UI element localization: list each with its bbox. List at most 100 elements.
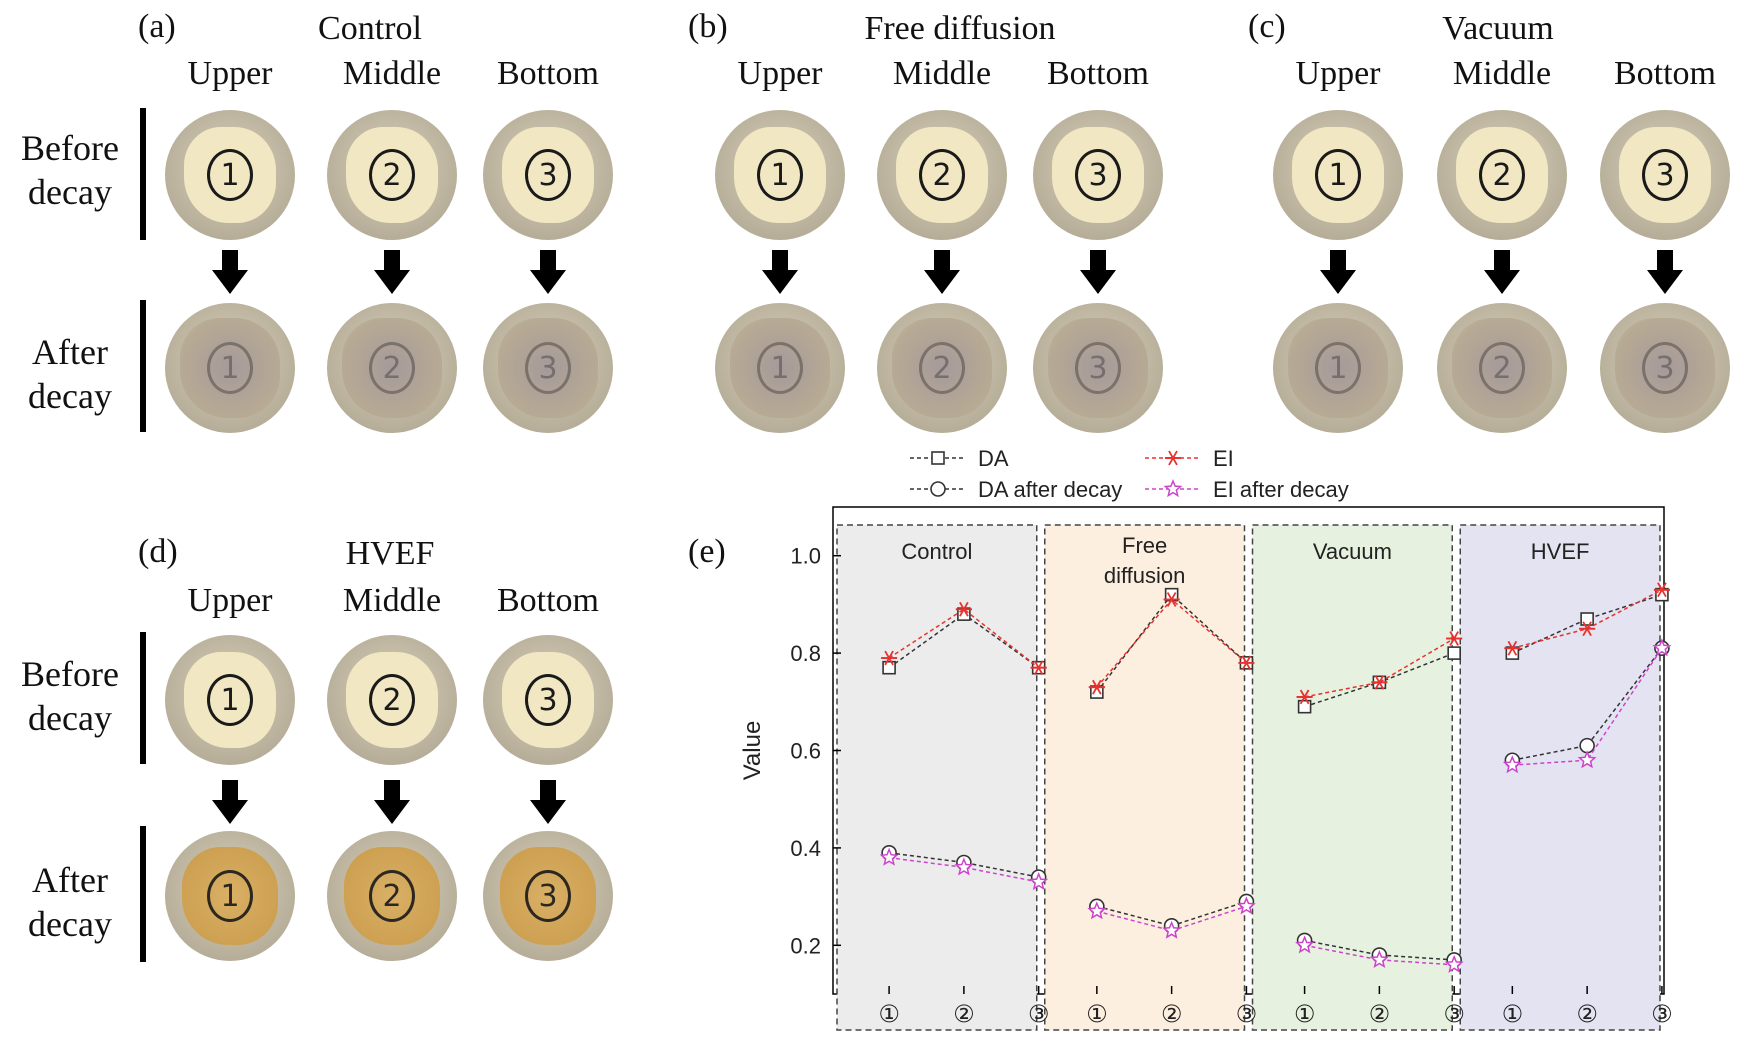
row-divider-bar bbox=[140, 826, 146, 962]
data-point-ei bbox=[1653, 582, 1670, 598]
specimen-number: 1 bbox=[757, 149, 803, 201]
specimen-number: 1 bbox=[1315, 149, 1361, 201]
sample-photo-before: 1 bbox=[1273, 110, 1403, 240]
data-point-ei-after-decay bbox=[1652, 638, 1672, 657]
x-tick-label: ② bbox=[953, 1001, 975, 1028]
legend-label: DA bbox=[978, 446, 1009, 471]
data-point-ei-after-decay bbox=[954, 857, 974, 876]
group-label: HVEF bbox=[1531, 539, 1590, 564]
y-tick-label: 0.4 bbox=[790, 836, 821, 861]
specimen-number: 1 bbox=[207, 674, 253, 726]
x-tick-label: ① bbox=[1086, 1001, 1108, 1028]
data-point-ei-after-decay bbox=[879, 847, 899, 866]
series-line-da-after-decay bbox=[888, 852, 1039, 878]
series-line-ei-after-decay bbox=[888, 856, 1039, 883]
panel-a-col-bottom: Bottom bbox=[496, 55, 600, 92]
panel-d-col-upper: Upper bbox=[187, 582, 273, 619]
y-tick-label: 0.2 bbox=[790, 933, 821, 958]
down-arrow-icon bbox=[762, 250, 798, 294]
series-line-ei-after-decay bbox=[1304, 944, 1455, 966]
data-point-ei bbox=[1296, 689, 1313, 705]
group-label: diffusion bbox=[1104, 563, 1186, 588]
y-tick-label: 1.0 bbox=[790, 544, 821, 569]
series-line-ei bbox=[888, 608, 1040, 669]
sample-photo-before: 2 bbox=[327, 635, 457, 765]
specimen-number: 2 bbox=[1479, 149, 1525, 201]
specimen-number: 3 bbox=[525, 674, 571, 726]
specimen-number: 3 bbox=[1642, 149, 1688, 201]
data-point-ei bbox=[1163, 592, 1180, 607]
x-tick-label: ② bbox=[1161, 1001, 1183, 1028]
data-point-ei bbox=[1371, 674, 1388, 690]
group-label: Vacuum bbox=[1313, 539, 1392, 564]
data-point-ei bbox=[881, 650, 898, 666]
sample-photo-before: 1 bbox=[715, 110, 845, 240]
specimen-number: 2 bbox=[919, 149, 965, 201]
sample-photo-after: 2 bbox=[877, 303, 1007, 433]
series-line-da-after-decay bbox=[1304, 939, 1455, 961]
legend-marker bbox=[1165, 450, 1181, 466]
data-point-ei-after-decay bbox=[1295, 935, 1315, 954]
row-divider-bar bbox=[140, 108, 146, 240]
legend-label: EI bbox=[1213, 446, 1234, 471]
x-tick-label: ② bbox=[1369, 1001, 1391, 1028]
sample-photo-after: 2 bbox=[1437, 303, 1567, 433]
data-point-ei bbox=[1238, 655, 1255, 671]
sample-photo-before: 3 bbox=[483, 110, 613, 240]
group-label: Control bbox=[901, 539, 972, 564]
specimen-number: 2 bbox=[369, 674, 415, 726]
series-line-ei bbox=[1304, 637, 1455, 698]
panel-a-row-after-label: After decay bbox=[28, 332, 112, 416]
panel-d-row-after-label: After decay bbox=[28, 860, 112, 944]
specimen-number: 1 bbox=[207, 870, 253, 922]
sample-photo-before: 3 bbox=[1600, 110, 1730, 240]
specimen-number: 2 bbox=[919, 342, 965, 394]
data-point-ei-after-decay bbox=[1444, 954, 1464, 973]
specimen-number: 2 bbox=[369, 342, 415, 394]
legend-label: DA after decay bbox=[978, 477, 1122, 502]
x-tick-label: ③ bbox=[1651, 1001, 1673, 1028]
sample-photo-after: 2 bbox=[327, 831, 457, 961]
panel-d-col-bottom: Bottom bbox=[496, 582, 600, 619]
data-point-ei bbox=[1446, 631, 1463, 646]
sample-photo-before: 2 bbox=[1437, 110, 1567, 240]
panel-d-title: HVEF bbox=[345, 535, 435, 572]
x-tick-label: ① bbox=[1294, 1001, 1316, 1028]
sample-photo-after: 3 bbox=[1033, 303, 1163, 433]
panel-c-col-upper: Upper bbox=[1295, 55, 1381, 92]
y-axis-label: Value bbox=[739, 721, 766, 781]
sample-photo-after: 3 bbox=[1600, 303, 1730, 433]
down-arrow-icon bbox=[212, 250, 248, 294]
legend-marker bbox=[930, 481, 946, 497]
specimen-number: 1 bbox=[207, 149, 253, 201]
specimen-number: 3 bbox=[525, 149, 571, 201]
legend-marker bbox=[1163, 479, 1183, 498]
specimen-number: 2 bbox=[369, 870, 415, 922]
group-label: Free bbox=[1122, 533, 1167, 558]
specimen-number: 3 bbox=[1642, 342, 1688, 394]
panel-e-letter: (e) bbox=[688, 533, 726, 570]
data-point-ei-after-decay bbox=[1236, 896, 1256, 915]
series-line-ei-after-decay bbox=[1512, 647, 1663, 766]
down-arrow-icon bbox=[1647, 250, 1683, 294]
down-arrow-icon bbox=[924, 250, 960, 294]
panel-a-title: Control bbox=[318, 10, 422, 47]
sample-photo-after: 1 bbox=[715, 303, 845, 433]
y-tick-label: 0.8 bbox=[790, 641, 821, 666]
panel-c-title: Vacuum bbox=[1442, 10, 1554, 47]
panel-c-letter: (c) bbox=[1248, 8, 1286, 45]
down-arrow-icon bbox=[530, 780, 566, 824]
x-tick-label: ① bbox=[878, 1001, 900, 1028]
panel-b-col-bottom: Bottom bbox=[1046, 55, 1150, 92]
specimen-number: 1 bbox=[757, 342, 803, 394]
panel-a-row-before-label: Before decay bbox=[21, 128, 119, 212]
panel-a-col-middle: Middle bbox=[342, 55, 442, 92]
data-point-ei bbox=[955, 601, 972, 617]
sample-photo-after: 1 bbox=[165, 303, 295, 433]
specimen-number: 3 bbox=[1075, 149, 1121, 201]
specimen-number: 1 bbox=[207, 342, 253, 394]
data-point-ei bbox=[1579, 621, 1596, 637]
x-tick-label: ② bbox=[1576, 1001, 1598, 1028]
specimen-number: 2 bbox=[369, 149, 415, 201]
row-divider-bar bbox=[140, 632, 146, 764]
